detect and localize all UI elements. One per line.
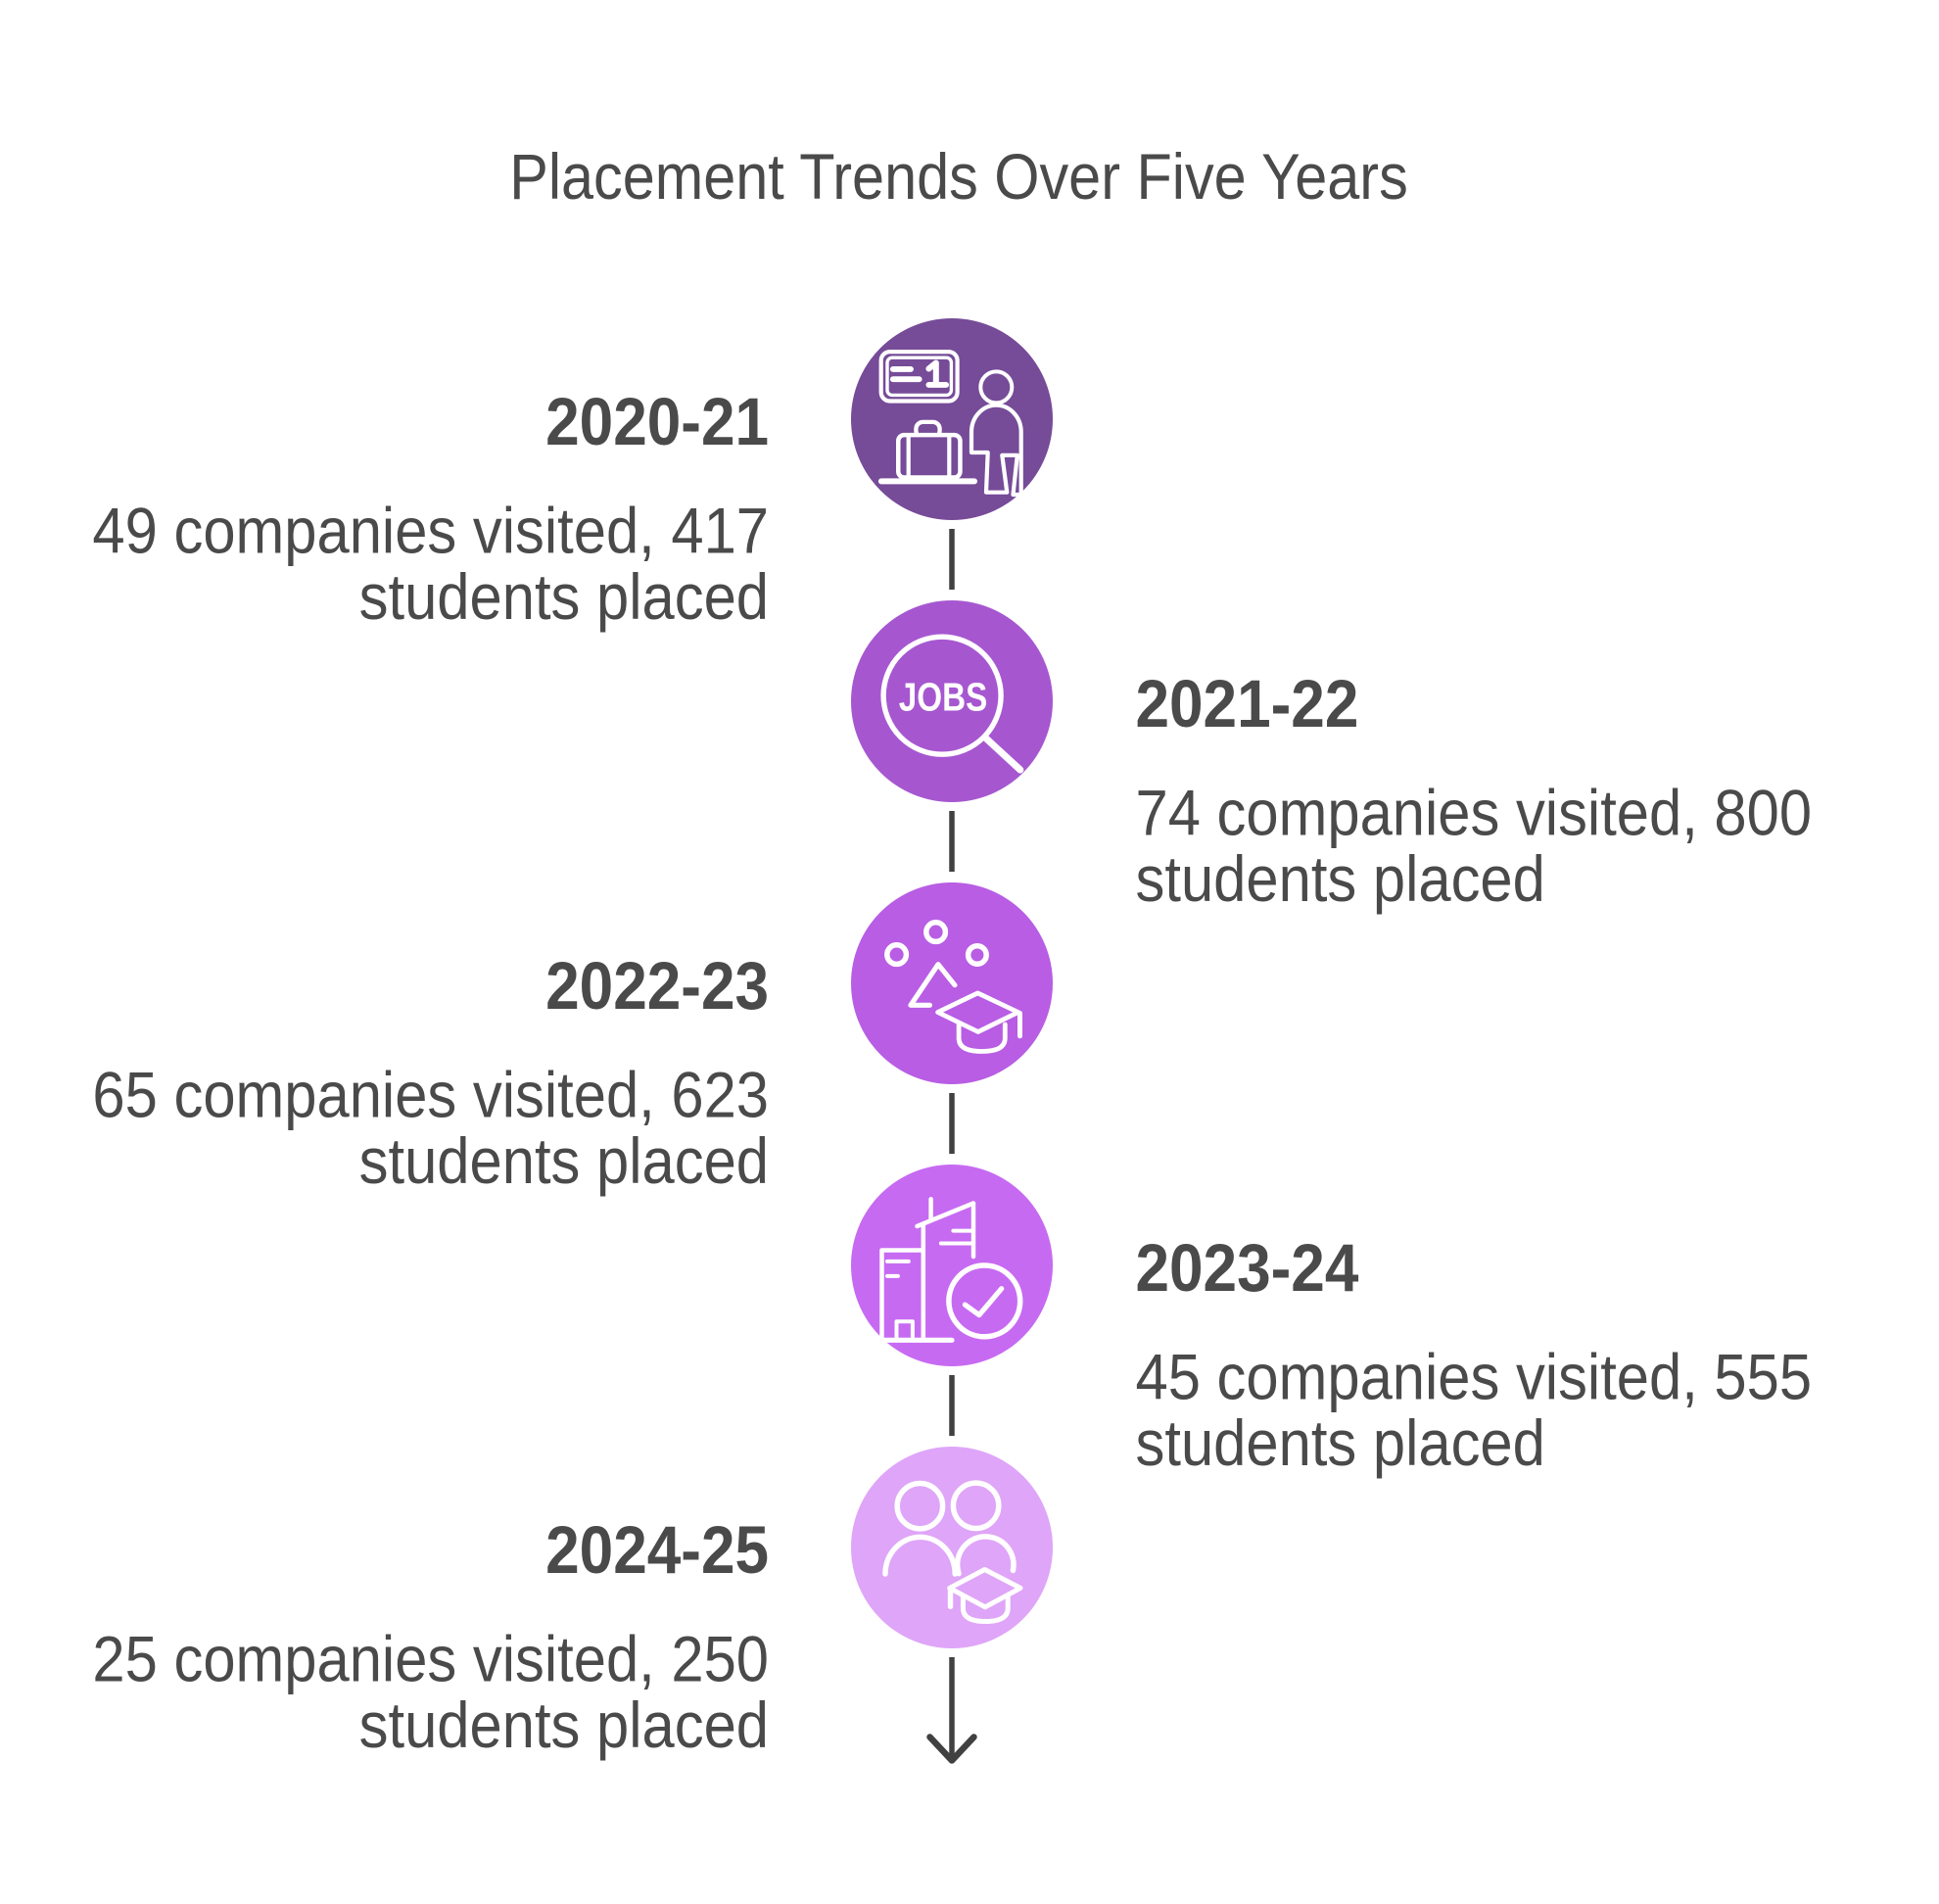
svg-text:JOBS: JOBS	[899, 675, 988, 720]
svg-text:45 companies visited, 555: 45 companies visited, 555	[1136, 1342, 1813, 1413]
svg-text:74 companies visited, 800: 74 companies visited, 800	[1136, 778, 1813, 849]
svg-text:2022-23: 2022-23	[545, 948, 769, 1023]
svg-text:students placed: students placed	[359, 1125, 769, 1197]
svg-text:students placed: students placed	[359, 1690, 769, 1761]
svg-text:2024-25: 2024-25	[545, 1512, 769, 1588]
svg-text:65 companies visited, 623: 65 companies visited, 623	[92, 1060, 769, 1131]
svg-text:2023-24: 2023-24	[1136, 1230, 1359, 1306]
svg-text:students placed: students placed	[1136, 843, 1545, 915]
svg-text:25 companies visited, 250: 25 companies visited, 250	[92, 1624, 769, 1695]
svg-text:49 companies visited, 417: 49 companies visited, 417	[92, 496, 769, 567]
svg-text:students placed: students placed	[1136, 1407, 1545, 1479]
svg-text:2020-21: 2020-21	[545, 384, 769, 459]
svg-text:2021-22: 2021-22	[1136, 666, 1359, 741]
svg-text:students placed: students placed	[359, 561, 769, 633]
svg-text:Placement Trends Over Five Yea: Placement Trends Over Five Years	[509, 141, 1408, 214]
